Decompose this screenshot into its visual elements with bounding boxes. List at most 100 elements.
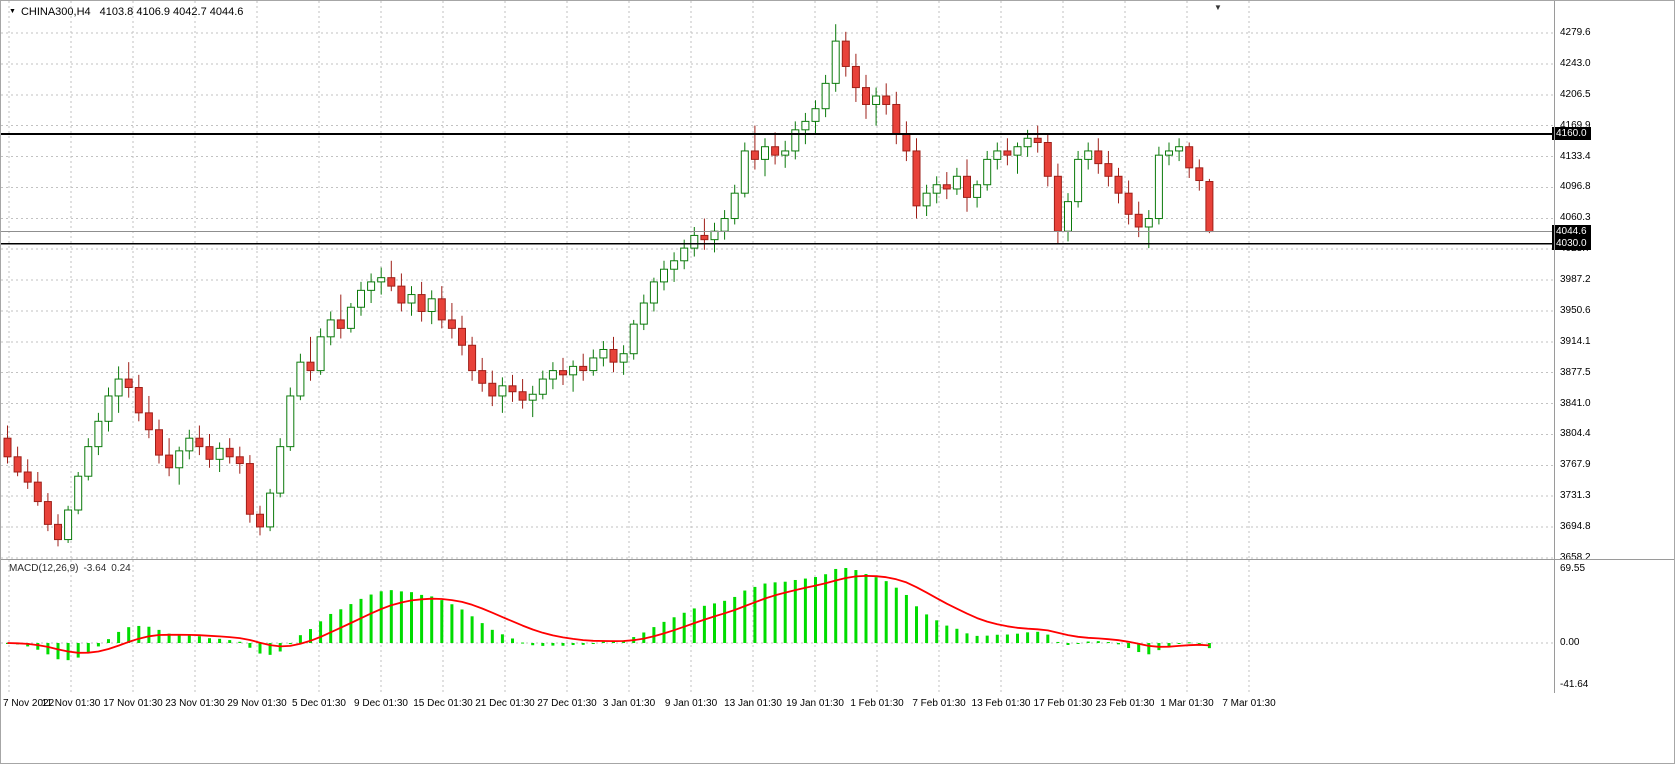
bear-candle xyxy=(144,412,153,431)
macd-histogram-bar xyxy=(1056,641,1060,643)
macd-pane[interactable] xyxy=(1,560,1554,693)
bull-candle xyxy=(569,365,578,376)
bear-candle xyxy=(1003,150,1012,156)
bear-candle xyxy=(417,294,426,312)
bear-candle xyxy=(1033,137,1042,143)
bear-candle xyxy=(892,103,901,135)
bear-candle xyxy=(579,365,588,372)
macd-histogram-bar xyxy=(399,591,403,643)
date-tick-label: 19 Jan 01:30 xyxy=(786,698,844,709)
date-tick-label: 17 Nov 01:30 xyxy=(103,698,163,709)
bull-candle xyxy=(84,446,93,477)
macd-histogram-bar xyxy=(884,581,888,643)
date-tick-label: 7 Mar 01:30 xyxy=(1222,698,1276,709)
bull-candle xyxy=(357,289,365,308)
bull-candle xyxy=(761,146,769,160)
macd-histogram-bar xyxy=(490,629,494,643)
bull-candle xyxy=(649,281,658,304)
bull-candle xyxy=(74,475,83,511)
bear-candle xyxy=(43,501,52,525)
bear-candle xyxy=(165,454,174,469)
macd-histogram-bar xyxy=(197,636,201,643)
price-scale-label: 4133.4 xyxy=(1560,150,1591,162)
bear-candle xyxy=(13,456,22,473)
date-tick-label: 1 Feb 01:30 xyxy=(850,698,904,709)
macd-histogram-bar xyxy=(96,643,100,647)
bull-candle xyxy=(993,150,1002,160)
price-scale-label: 4206.5 xyxy=(1560,88,1591,100)
bull-candle xyxy=(266,492,275,528)
bull-candle xyxy=(1074,158,1083,203)
bull-candle xyxy=(680,247,689,262)
macd-histogram-bar xyxy=(107,639,110,643)
bull-candle xyxy=(1165,150,1173,156)
bear-candle xyxy=(1205,181,1214,233)
bull-candle xyxy=(983,158,992,186)
price-pane[interactable] xyxy=(1,1,1554,559)
macd-histogram-bar xyxy=(612,641,615,643)
macd-histogram-bar xyxy=(137,625,141,643)
bull-candle xyxy=(781,150,790,156)
price-scale-label: 4023.7 xyxy=(1560,243,1591,255)
bull-candle xyxy=(1013,146,1022,156)
bear-candle xyxy=(387,277,396,287)
bear-candle xyxy=(862,87,870,105)
macd-histogram-bar xyxy=(561,643,565,646)
macd-histogram-bar xyxy=(228,640,232,643)
bull-candle xyxy=(296,361,305,397)
price-scale-label: 3767.9 xyxy=(1560,459,1591,471)
bull-candle xyxy=(811,108,820,122)
macd-histogram-bar xyxy=(511,638,514,643)
bull-candle xyxy=(670,260,679,270)
bull-candle xyxy=(377,277,386,283)
date-axis[interactable]: 7 Nov 2022 11 Nov 01:30 17 Nov 01:30 23 Nov… xyxy=(1,693,1674,719)
macd-histogram-bar xyxy=(581,643,585,645)
bear-candle xyxy=(54,523,62,541)
price-scale-label: 3731.3 xyxy=(1560,490,1591,502)
macd-histogram-bar xyxy=(591,643,595,644)
date-tick-label: 1 Mar 01:30 xyxy=(1160,698,1214,709)
macd-histogram-bar xyxy=(662,621,666,643)
pane-divider[interactable] xyxy=(1,559,1674,560)
current-price-tag: 4044.6 xyxy=(1552,224,1591,238)
bear-candle xyxy=(912,150,921,207)
bear-candle xyxy=(488,382,497,397)
bear-candle xyxy=(1134,213,1143,228)
macd-histogram-bar xyxy=(783,581,787,643)
macd-histogram-bar xyxy=(793,579,797,643)
macd-histogram-bar xyxy=(702,605,706,643)
price-scale-label: 3950.6 xyxy=(1560,304,1591,316)
date-tick-label: 13 Jan 01:30 xyxy=(724,698,782,709)
bear-candle xyxy=(397,285,406,304)
bear-candle xyxy=(1104,163,1113,177)
symbol-dropdown-icon[interactable]: ▼ xyxy=(9,8,16,15)
macd-histogram-bar xyxy=(1005,634,1009,643)
bull-candle xyxy=(538,378,547,395)
bull-candle xyxy=(821,82,830,110)
bull-candle xyxy=(730,192,739,220)
date-tick-label: 15 Dec 01:30 xyxy=(413,698,473,709)
macd-histogram-bar xyxy=(864,574,868,643)
bear-candle xyxy=(1043,141,1052,177)
macd-histogram-bar xyxy=(824,574,828,643)
macd-histogram-bar xyxy=(1147,643,1151,655)
macd-histogram-bar xyxy=(692,608,696,643)
chart-shift-marker-icon[interactable]: ▼ xyxy=(1214,3,1222,12)
macd-histogram-bar xyxy=(773,582,777,643)
bull-candle xyxy=(589,357,598,372)
date-tick-label: 23 Feb 01:30 xyxy=(1095,698,1155,709)
bull-candle xyxy=(114,378,123,397)
bull-candle xyxy=(710,230,719,241)
date-tick-label: 11 Nov 01:30 xyxy=(41,698,101,709)
bull-candle xyxy=(1084,150,1093,160)
price-axis-separator xyxy=(1554,1,1555,693)
macd-histogram-bar xyxy=(450,604,454,643)
bull-candle xyxy=(740,150,749,194)
macd-histogram-bar xyxy=(1046,634,1050,643)
macd-histogram-bar xyxy=(288,643,292,645)
macd-histogram-bar xyxy=(753,586,757,643)
date-tick-label: 9 Jan 01:30 xyxy=(664,698,718,709)
macd-histogram-bar xyxy=(1127,643,1131,649)
macd-histogram-bar xyxy=(1026,632,1030,643)
bull-candle xyxy=(952,175,961,190)
